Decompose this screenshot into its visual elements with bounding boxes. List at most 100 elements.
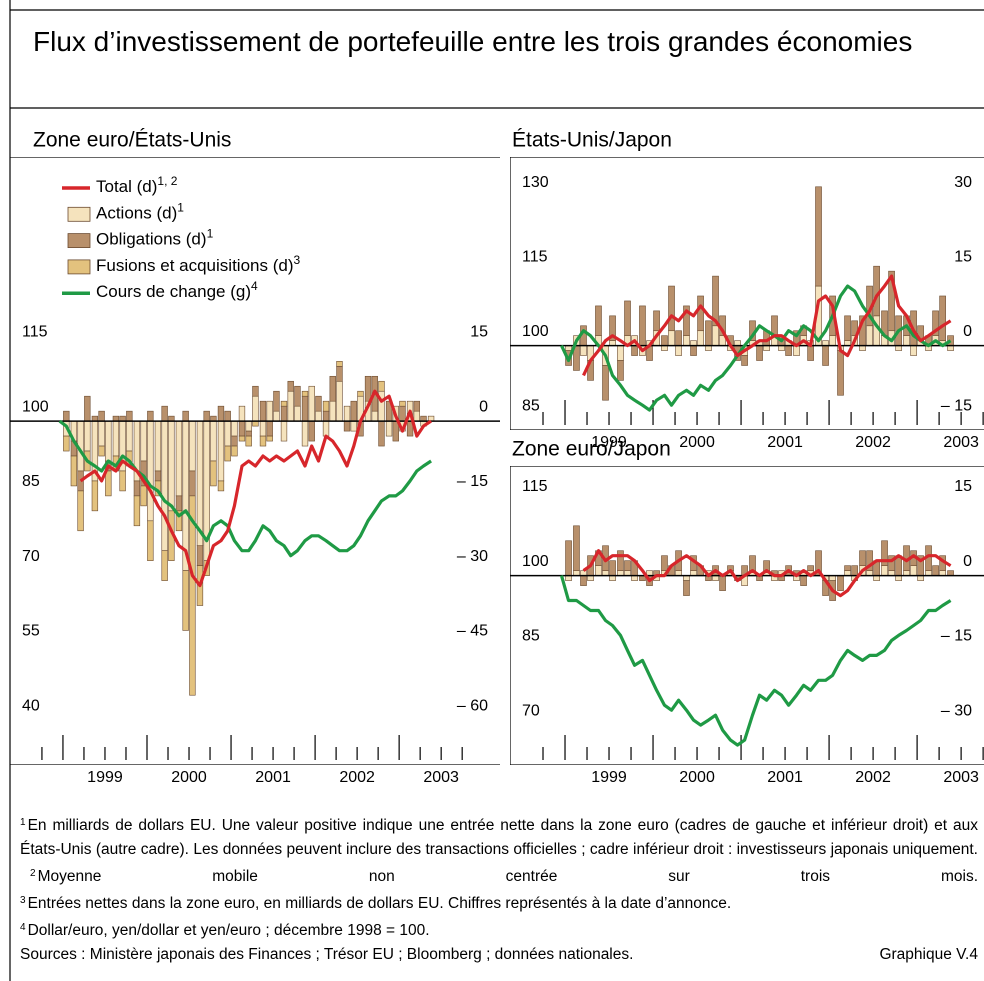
line <box>560 284 952 412</box>
bar <box>800 575 807 586</box>
y-tick-label: 115 <box>522 248 548 265</box>
bar <box>822 345 829 366</box>
bar <box>70 455 78 487</box>
bar <box>252 385 259 397</box>
bar <box>866 550 873 571</box>
bar <box>98 420 105 447</box>
bar <box>888 555 895 571</box>
bar <box>210 420 217 462</box>
bar <box>668 285 675 332</box>
bar <box>224 420 231 447</box>
y2-tick-label: 30 <box>954 174 972 191</box>
bar <box>147 520 154 561</box>
bar <box>315 410 322 422</box>
bar <box>844 565 851 571</box>
footnote-text: Dollar/euro, yen/dollar et yen/euro ; dé… <box>27 922 430 939</box>
bar <box>329 375 336 402</box>
bar <box>168 420 175 512</box>
footnote-mark: 3 <box>20 895 26 906</box>
y-tick-label: 85 <box>522 397 540 414</box>
bar <box>266 400 273 422</box>
y2-tick-label: – 15 <box>457 473 488 490</box>
bar <box>238 405 246 422</box>
bar <box>98 410 105 422</box>
line <box>79 389 432 588</box>
bar <box>308 385 315 422</box>
bar <box>807 565 814 571</box>
bar <box>84 420 91 452</box>
bar <box>683 580 690 596</box>
bar <box>266 420 273 437</box>
bar <box>287 380 294 392</box>
bar <box>580 345 587 356</box>
bar <box>175 420 183 497</box>
legend-note: 4 <box>251 279 258 293</box>
bar <box>98 445 105 457</box>
bar <box>217 405 225 422</box>
bar <box>154 420 162 472</box>
bar <box>175 495 183 512</box>
footnote: 3 Entrées nettes dans la zone euro, en mi… <box>20 889 978 916</box>
bar <box>133 495 141 527</box>
bar <box>322 410 330 422</box>
bar <box>866 325 873 346</box>
bar <box>238 435 246 442</box>
bar <box>357 390 364 397</box>
footnote-mark: 4 <box>20 922 26 933</box>
y2-tick-label: – 45 <box>457 623 488 640</box>
bar <box>371 410 378 422</box>
bar <box>668 330 675 346</box>
x-tick-label: 2001 <box>767 434 803 451</box>
bar <box>364 375 372 402</box>
bar <box>675 330 682 346</box>
bar <box>624 300 631 336</box>
bar <box>245 435 252 447</box>
bar <box>719 575 726 591</box>
legend-note: 1 <box>177 200 184 214</box>
bar <box>859 550 866 566</box>
legend-entry: Actions (d)1 <box>96 200 184 222</box>
bar <box>565 540 572 576</box>
y-tick-label: 115 <box>522 478 548 495</box>
x-tick-label: 2001 <box>255 769 291 786</box>
bar <box>661 335 668 346</box>
panel-frame <box>510 466 984 765</box>
x-tick-label: 1999 <box>87 769 123 786</box>
bar <box>903 335 910 346</box>
y-tick-label: 100 <box>22 398 49 415</box>
bar <box>378 420 385 447</box>
legend-label: Fusions et acquisitions (d) <box>96 256 293 275</box>
bar <box>617 360 624 381</box>
bar <box>697 330 704 346</box>
bar <box>238 420 246 437</box>
footnote: 4 Dollar/euro, yen/dollar et yen/euro ; d… <box>20 916 978 943</box>
bar <box>712 325 719 346</box>
y2-tick-label: 15 <box>470 324 488 341</box>
bar <box>126 410 133 422</box>
bar <box>231 420 238 437</box>
bar <box>259 400 267 422</box>
y-tick-label: 100 <box>522 553 549 570</box>
bar <box>259 435 267 447</box>
bar <box>294 385 301 407</box>
bar <box>697 295 704 332</box>
bar <box>161 550 168 581</box>
bar <box>881 540 888 566</box>
x-tick-label: 2001 <box>767 769 803 786</box>
x-tick-label: 2003 <box>423 769 459 786</box>
footnote-text: Entrées nettes dans la zone euro, en mil… <box>27 895 732 912</box>
panel-title: Zone euro/États-Unis <box>33 129 231 152</box>
bar <box>595 565 602 576</box>
bar <box>336 380 343 422</box>
bar <box>105 420 112 462</box>
bar <box>807 345 814 361</box>
footnotes: 1 En milliards de dollars EU. Une valeur … <box>20 811 978 943</box>
plot-area <box>510 157 984 430</box>
bar <box>224 445 231 462</box>
panel-title: Zone euro/Japon <box>512 438 671 461</box>
bar <box>224 410 231 422</box>
bar <box>161 405 168 422</box>
bar <box>932 565 939 576</box>
bar <box>322 400 330 412</box>
bar <box>77 490 84 532</box>
